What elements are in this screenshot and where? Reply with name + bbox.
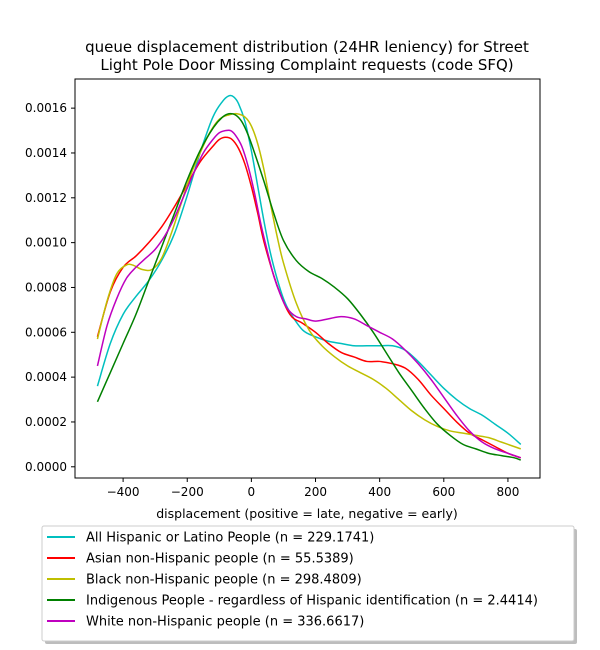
y-axis: 0.0000 0.0002 0.0004 0.0006 0.0008 0.0010 0.00… (25, 101, 75, 474)
y-tick-label: 0.0016 (25, 101, 67, 115)
series-line-4 (96, 129, 522, 459)
y-tick-label: 0.0014 (25, 146, 67, 160)
x-tick-label: 600 (432, 485, 455, 499)
legend-label-0: All Hispanic or Latino People (n = 229.1… (86, 531, 374, 546)
y-tick-label: 0.0010 (25, 236, 67, 250)
y-tick-label: 0.0006 (25, 325, 67, 339)
x-tick-label: 400 (368, 485, 391, 499)
x-axis-label: displacement (positive = late, negative … (156, 506, 458, 521)
legend-label-2: Black non-Hispanic people (n = 298.4809) (86, 573, 362, 588)
y-tick-label: 0.0012 (25, 191, 67, 205)
x-tick-label: 0 (248, 485, 256, 499)
chart-title-line-1: queue displacement distribution (24HR le… (85, 38, 529, 56)
y-tick-label: 0.0002 (25, 415, 67, 429)
y-tick-label: 0.0000 (25, 460, 67, 474)
legend-box (41, 525, 575, 642)
y-tick-label: 0.0008 (25, 280, 67, 294)
series-line-1 (96, 136, 522, 459)
legend: All Hispanic or Latino People (n = 229.1… (41, 525, 577, 644)
plot-frame (74, 78, 541, 479)
legend-label-3: Indigenous People - regardless of Hispan… (86, 594, 538, 609)
y-tick-label: 0.0004 (25, 370, 67, 384)
series-line-0 (96, 94, 522, 445)
chart-title-line-2: Light Pole Door Missing Complaint reques… (100, 56, 513, 74)
series-line-3 (96, 112, 522, 461)
legend-label-4: White non-Hispanic people (n = 336.6617) (86, 615, 364, 630)
plot-area (74, 78, 541, 479)
series-line-2 (96, 112, 522, 450)
x-tick-label: −200 (171, 485, 204, 499)
x-tick-label: −400 (107, 485, 140, 499)
x-tick-label: 200 (304, 485, 327, 499)
x-axis: −400 −200 0 200 400 600 800 (107, 478, 519, 499)
x-tick-label: 800 (496, 485, 519, 499)
legend-label-1: Asian non-Hispanic people (n = 55.5389) (86, 552, 354, 567)
